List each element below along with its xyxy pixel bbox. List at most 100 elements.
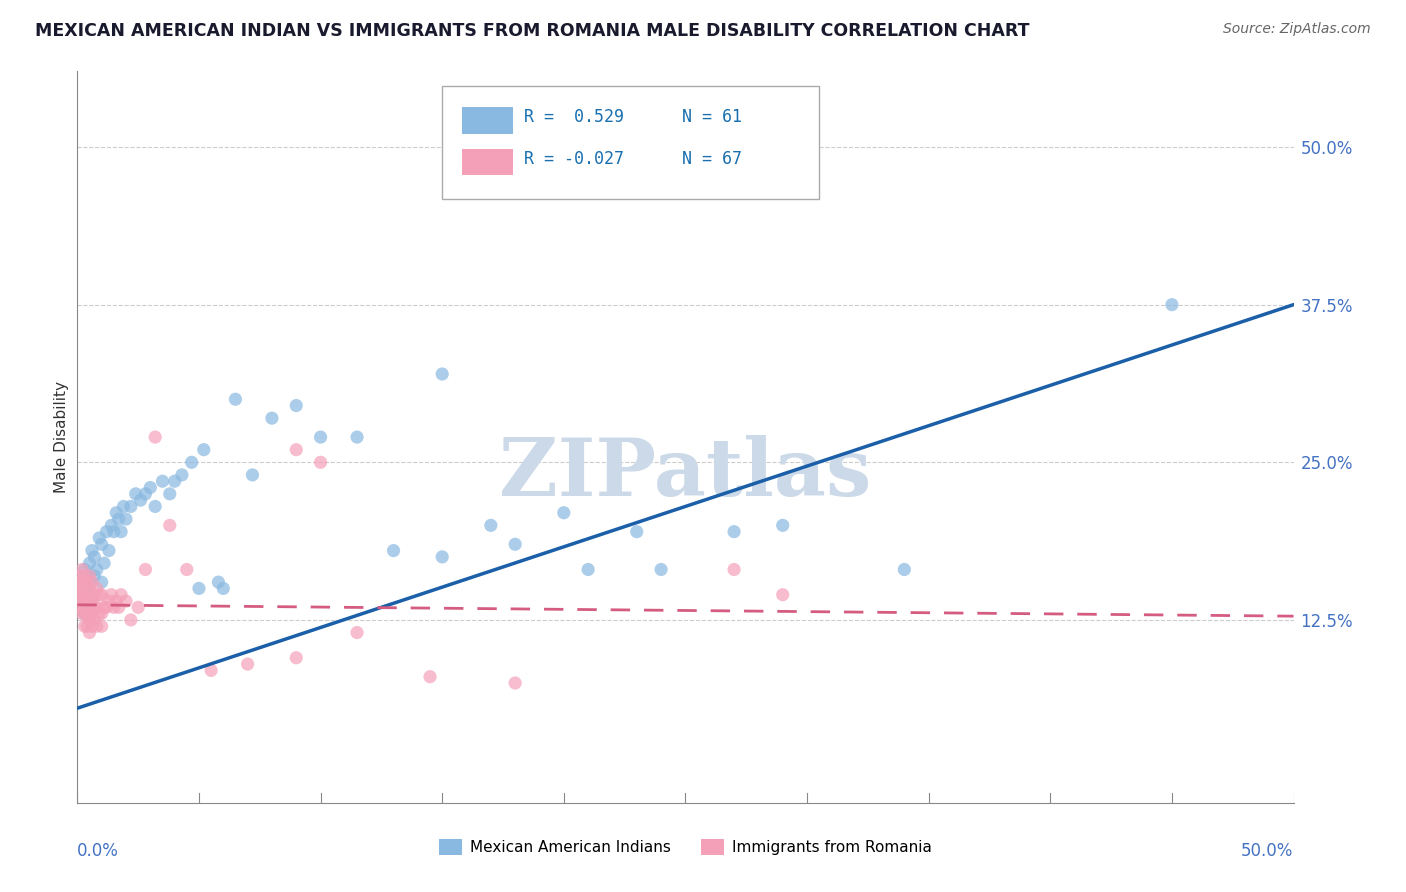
Point xyxy=(70,594,93,608)
Point xyxy=(73,600,96,615)
Text: R = -0.027: R = -0.027 xyxy=(523,150,624,168)
Point xyxy=(96,600,118,615)
Point xyxy=(772,518,794,533)
Point xyxy=(70,575,93,590)
Point xyxy=(69,569,91,583)
Point xyxy=(80,543,103,558)
Point xyxy=(90,619,112,633)
Point xyxy=(73,607,96,621)
FancyBboxPatch shape xyxy=(461,149,513,175)
Point xyxy=(79,569,101,583)
Point xyxy=(212,582,235,596)
Point xyxy=(127,600,149,615)
Point xyxy=(76,569,98,583)
Point xyxy=(73,582,96,596)
Point xyxy=(76,607,98,621)
Point xyxy=(69,588,91,602)
Point xyxy=(193,442,215,457)
Point xyxy=(723,524,745,539)
Point xyxy=(90,588,112,602)
Text: Source: ZipAtlas.com: Source: ZipAtlas.com xyxy=(1223,22,1371,37)
Point xyxy=(69,600,91,615)
Point xyxy=(772,588,794,602)
Point xyxy=(503,676,526,690)
Point xyxy=(70,588,93,602)
Point xyxy=(79,613,101,627)
Point xyxy=(626,524,648,539)
Point xyxy=(285,650,308,665)
Point xyxy=(93,556,115,570)
Point xyxy=(105,506,128,520)
Text: MEXICAN AMERICAN INDIAN VS IMMIGRANTS FROM ROMANIA MALE DISABILITY CORRELATION C: MEXICAN AMERICAN INDIAN VS IMMIGRANTS FR… xyxy=(35,22,1029,40)
Point xyxy=(125,487,148,501)
Point xyxy=(70,607,93,621)
Point xyxy=(73,562,96,576)
Point xyxy=(129,493,152,508)
Point xyxy=(69,582,91,596)
Point xyxy=(79,625,101,640)
Point xyxy=(83,549,105,564)
Point xyxy=(70,594,93,608)
Point xyxy=(83,569,105,583)
Point xyxy=(134,487,156,501)
Point xyxy=(115,594,138,608)
Point xyxy=(430,367,453,381)
Point xyxy=(93,600,115,615)
Point xyxy=(120,613,142,627)
Point xyxy=(723,562,745,576)
Point xyxy=(79,607,101,621)
Point xyxy=(200,664,222,678)
Point xyxy=(176,562,198,576)
Point xyxy=(79,594,101,608)
Text: ZIPatlas: ZIPatlas xyxy=(499,434,872,513)
Point xyxy=(80,594,103,608)
Point xyxy=(86,600,108,615)
Point xyxy=(89,607,111,621)
Point xyxy=(97,594,120,608)
Point xyxy=(103,600,125,615)
Point xyxy=(89,531,111,545)
Point xyxy=(73,607,96,621)
Point xyxy=(1161,298,1184,312)
Point xyxy=(110,588,132,602)
Point xyxy=(86,619,108,633)
Point xyxy=(430,549,453,564)
Point xyxy=(80,619,103,633)
Point xyxy=(553,506,575,520)
Point xyxy=(105,594,128,608)
Point xyxy=(207,575,229,590)
Point xyxy=(180,455,202,469)
Point xyxy=(242,467,264,482)
FancyBboxPatch shape xyxy=(461,107,513,134)
Point xyxy=(79,575,101,590)
Text: 0.0%: 0.0% xyxy=(77,842,120,860)
Point xyxy=(80,575,103,590)
Point xyxy=(79,582,101,596)
Point xyxy=(96,524,118,539)
Point xyxy=(503,537,526,551)
Point xyxy=(285,399,308,413)
Point xyxy=(83,588,105,602)
Point xyxy=(90,575,112,590)
Point xyxy=(143,430,166,444)
Point xyxy=(100,588,122,602)
Point xyxy=(309,430,332,444)
Point xyxy=(86,562,108,576)
Point xyxy=(80,607,103,621)
Point xyxy=(134,562,156,576)
Point xyxy=(69,588,91,602)
Text: 50.0%: 50.0% xyxy=(1241,842,1294,860)
Point xyxy=(86,582,108,596)
Point xyxy=(89,588,111,602)
Point xyxy=(73,619,96,633)
Point xyxy=(260,411,283,425)
Point xyxy=(112,500,135,514)
Point xyxy=(419,670,441,684)
Point xyxy=(100,518,122,533)
Point xyxy=(188,582,211,596)
Y-axis label: Male Disability: Male Disability xyxy=(53,381,69,493)
FancyBboxPatch shape xyxy=(441,86,820,200)
Text: N = 67: N = 67 xyxy=(682,150,742,168)
Point xyxy=(893,562,915,576)
Point xyxy=(143,500,166,514)
